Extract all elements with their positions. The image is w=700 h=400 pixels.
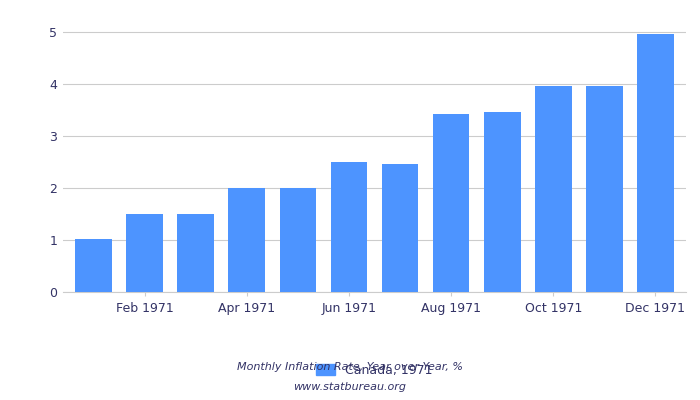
Text: Monthly Inflation Rate, Year over Year, %: Monthly Inflation Rate, Year over Year, … (237, 362, 463, 372)
Bar (330, 162, 368, 292)
Bar (382, 164, 419, 292)
Bar (484, 112, 521, 292)
Legend: Canada, 1971: Canada, 1971 (312, 359, 438, 382)
Bar (637, 34, 673, 292)
Text: www.statbureau.org: www.statbureau.org (293, 382, 407, 392)
Bar (433, 114, 470, 292)
Bar (535, 86, 572, 292)
Bar (586, 86, 623, 292)
Bar (228, 188, 265, 292)
Bar (279, 188, 316, 292)
Bar (126, 214, 163, 292)
Bar (76, 239, 112, 292)
Bar (177, 214, 214, 292)
